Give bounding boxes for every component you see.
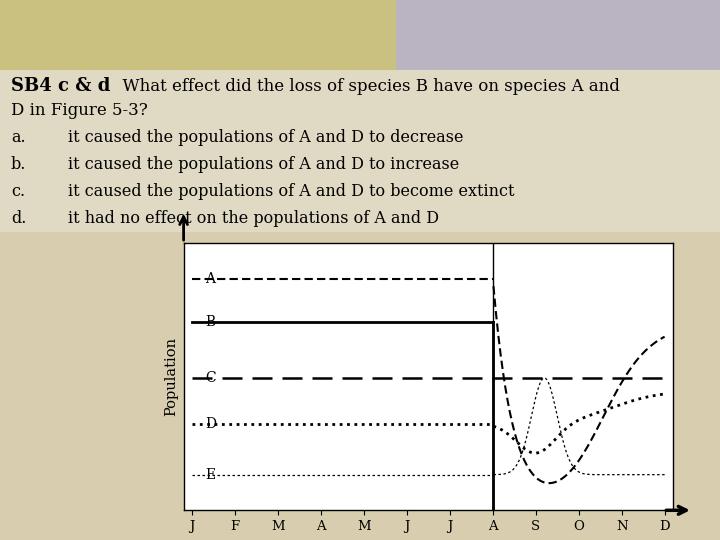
Text: c.: c. xyxy=(11,183,25,200)
Text: E: E xyxy=(205,468,215,482)
Text: b.: b. xyxy=(11,156,26,173)
Bar xyxy=(396,0,720,70)
Y-axis label: Population: Population xyxy=(164,337,178,416)
Text: it caused the populations of A and D to become extinct: it caused the populations of A and D to … xyxy=(68,183,515,200)
Text: C: C xyxy=(205,371,216,385)
Text: D: D xyxy=(205,417,216,431)
Text: it had no effect on the populations of A and D: it had no effect on the populations of A… xyxy=(68,210,439,227)
Text: B: B xyxy=(205,315,215,329)
Text: a.: a. xyxy=(11,129,25,146)
Bar xyxy=(0,0,396,70)
Text: it caused the populations of A and D to decrease: it caused the populations of A and D to … xyxy=(68,129,464,146)
Text: d.: d. xyxy=(11,210,26,227)
Text: D in Figure 5-3?: D in Figure 5-3? xyxy=(11,102,148,119)
Text: it caused the populations of A and D to increase: it caused the populations of A and D to … xyxy=(68,156,459,173)
Bar xyxy=(0,70,720,232)
Text: A: A xyxy=(205,272,215,286)
Text: What effect did the loss of species B have on species A and: What effect did the loss of species B ha… xyxy=(112,78,619,95)
Text: SB4 c & d: SB4 c & d xyxy=(11,77,110,96)
